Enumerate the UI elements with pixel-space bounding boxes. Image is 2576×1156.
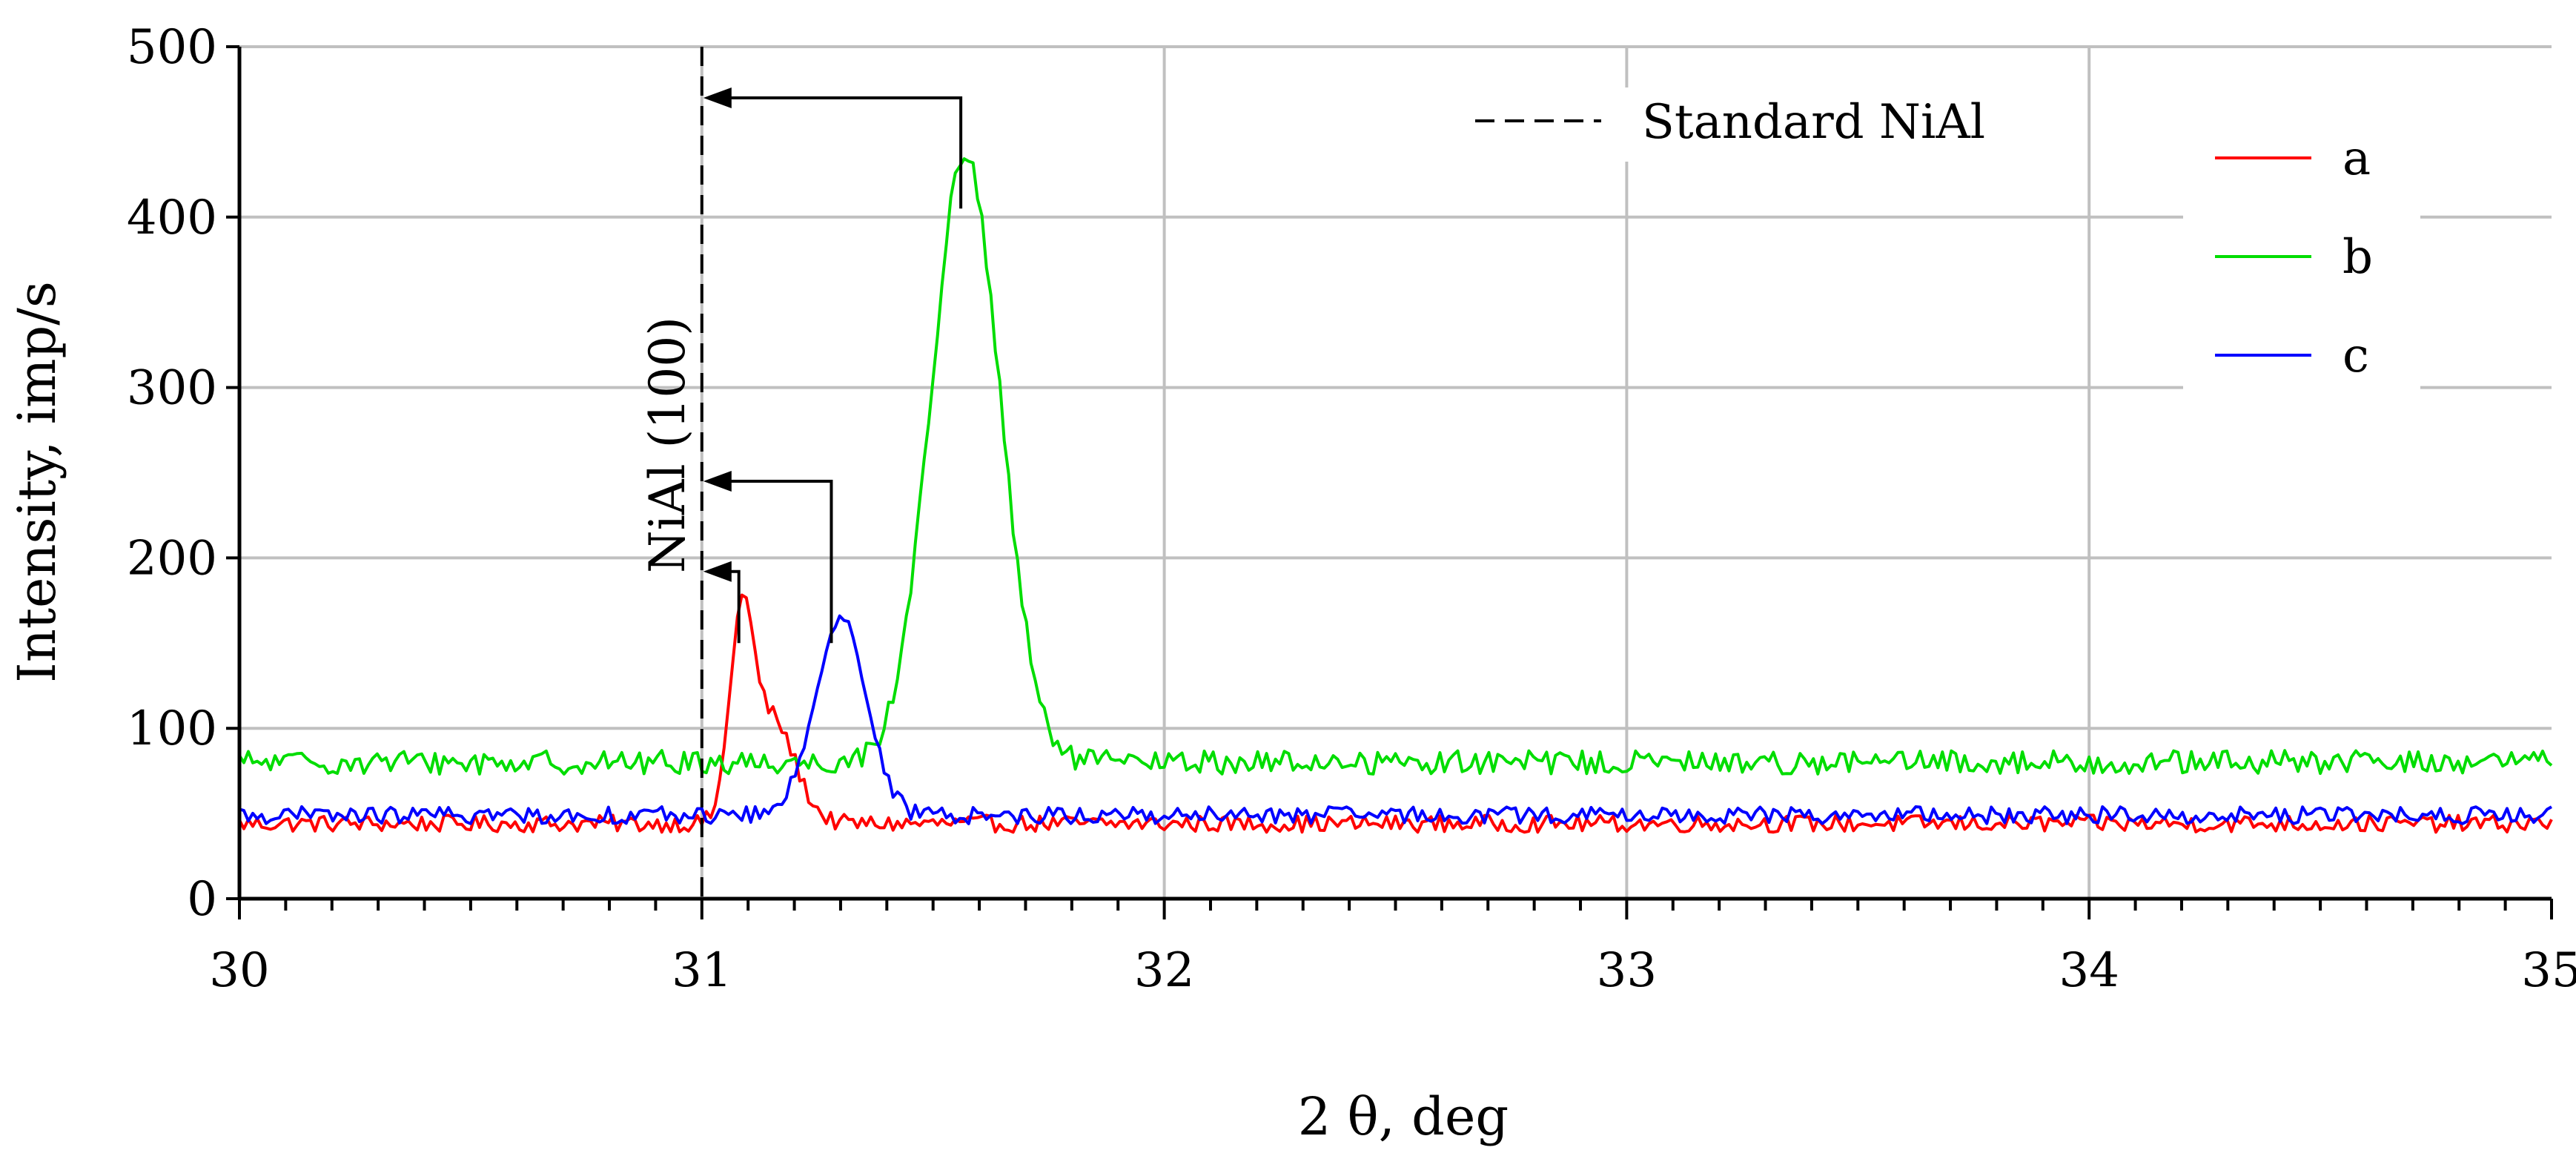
series-line-b	[238, 157, 2553, 776]
x-tick-label: 31	[672, 943, 732, 998]
x-tick-label: 34	[2059, 943, 2119, 998]
legend-entry-a: a	[2215, 131, 2371, 186]
series-lines	[238, 157, 2553, 834]
shift-arrow-c	[703, 470, 833, 644]
y-tick-label: 0	[187, 872, 217, 927]
shift-arrow-a	[703, 561, 741, 644]
x-axis-title: 2 θ, deg	[1298, 1086, 1509, 1147]
y-axis-title: Intensity, imp/s	[7, 281, 67, 683]
svg-text:a: a	[2342, 131, 2371, 186]
axes: 0 100 200 300 400 500 30 31 32 33 34 35	[127, 20, 2576, 998]
shift-arrow-b	[703, 87, 963, 209]
svg-text:Standard NiAl: Standard NiAl	[1642, 95, 1985, 150]
shift-arrows	[703, 87, 963, 644]
legend-entry-b: b	[2215, 230, 2373, 285]
svg-text:c: c	[2342, 328, 2369, 383]
legend-entry-standard: Standard NiAl	[1457, 87, 1985, 162]
legend: Standard NiAl abc	[1457, 87, 2420, 393]
y-tick-label: 100	[127, 701, 217, 756]
y-tick-label: 200	[127, 531, 217, 586]
y-tick-label: 300	[127, 361, 217, 416]
svg-text:b: b	[2342, 230, 2373, 285]
x-tick-label: 35	[2521, 943, 2576, 998]
axis-labels: 2 θ, deg Intensity, imp/s	[7, 281, 1509, 1147]
reference-line-group: NiAl (100)	[639, 47, 703, 899]
reference-line-label: NiAl (100)	[639, 317, 696, 573]
grid-lines	[239, 45, 2552, 899]
y-tick-label: 400	[127, 191, 217, 245]
legend-entry-c: c	[2215, 328, 2369, 383]
series-line-c	[239, 614, 2552, 825]
y-tick-label: 500	[127, 20, 217, 75]
x-tick-label: 30	[209, 943, 269, 998]
x-tick-label: 32	[1134, 943, 1194, 998]
x-tick-label: 33	[1597, 943, 1657, 998]
